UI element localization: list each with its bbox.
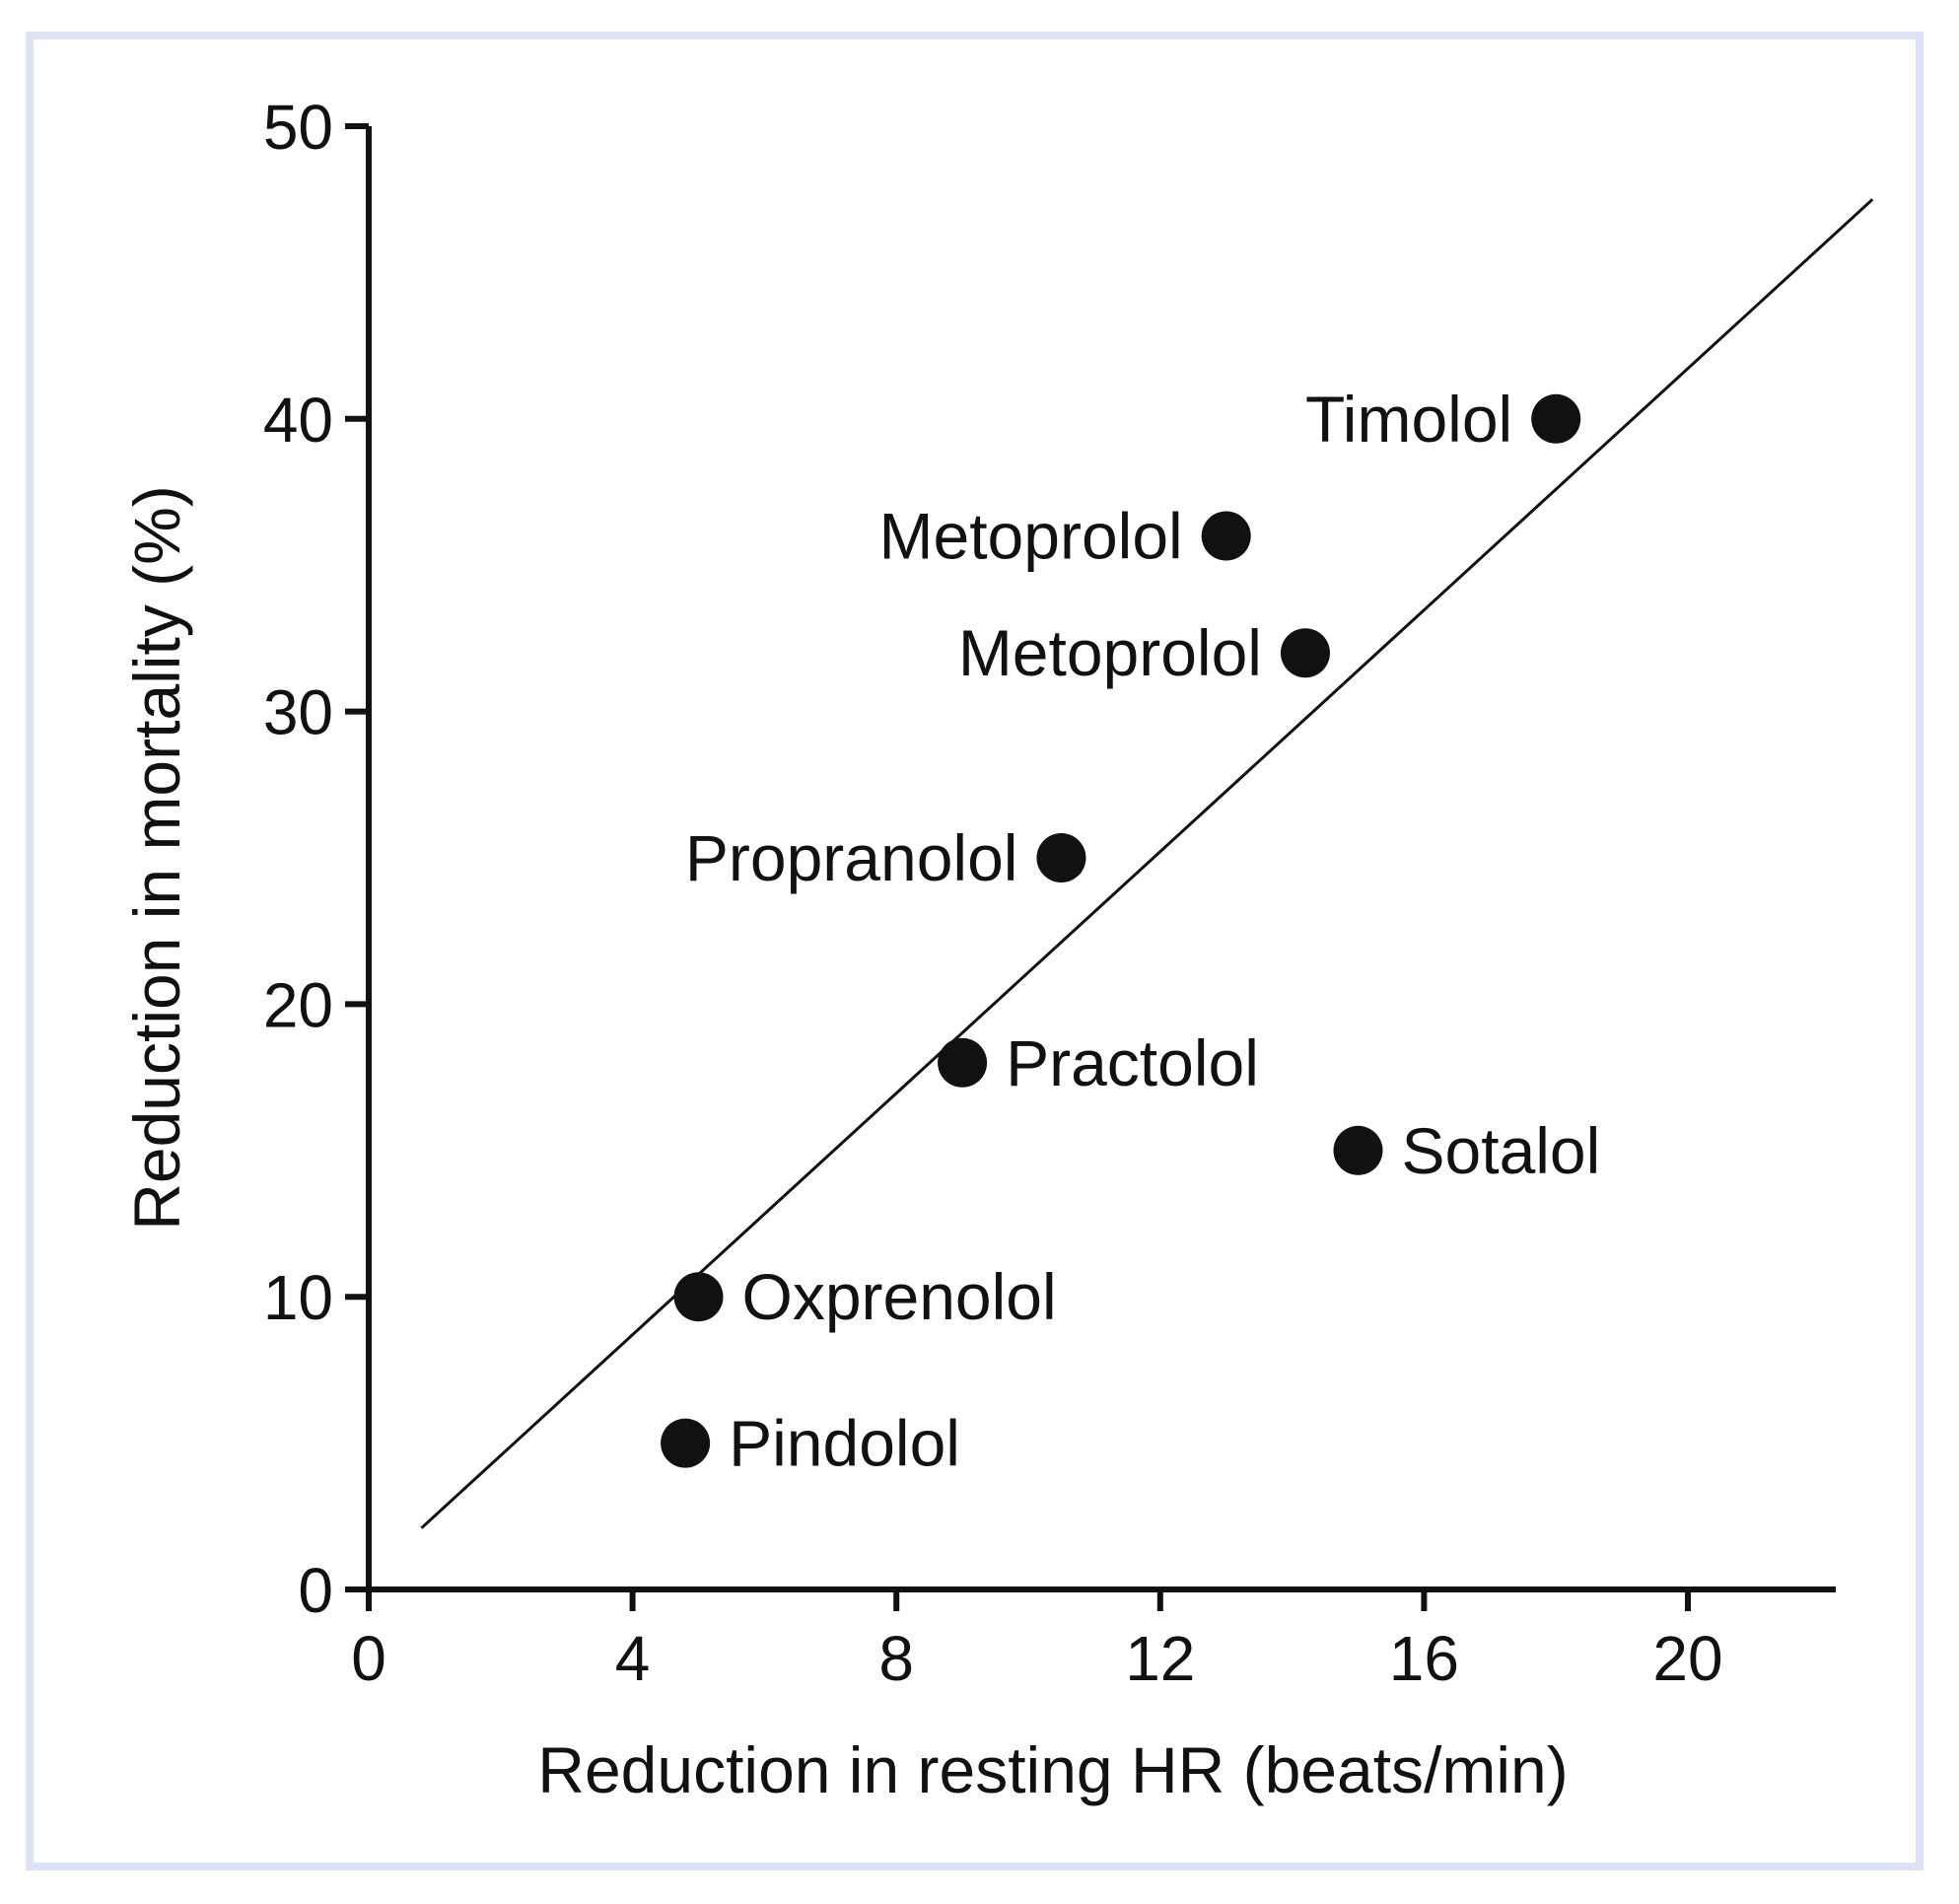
x-ticks: 0 4 8 12 16 20 [351,1589,1723,1694]
point-label: Sotalol [1402,1114,1601,1187]
y-tick-label: 0 [298,1555,333,1626]
point-label: Oxprenolol [742,1260,1057,1333]
data-points: Timolol Metoprolol Metoprolol Propranolol Pr… [661,383,1600,1480]
point-label: Practolol [1006,1026,1259,1099]
y-ticks: 0 10 20 30 40 50 [263,92,369,1626]
figure-frame [26,32,1924,1870]
x-tick-label: 16 [1389,1623,1459,1694]
data-point [1531,393,1581,444]
y-tick-label: 40 [263,385,333,456]
x-axis-label: Reduction in resting HR (beats/min) [537,1733,1568,1806]
point-label: Propranolol [685,821,1018,894]
data-point [1201,511,1251,561]
axes [366,126,1836,1592]
y-axis-label: Reduction in mortality (%) [120,485,193,1231]
y-tick-label: 20 [263,969,333,1040]
y-tick-label: 10 [263,1262,333,1333]
point-label: Metoprolol [879,500,1183,573]
data-point [1333,1125,1383,1175]
x-tick-label: 8 [878,1623,914,1694]
point-label: Timolol [1305,383,1512,456]
data-point [673,1272,724,1322]
point-label: Metoprolol [958,616,1262,689]
y-tick-label: 50 [263,92,333,163]
point-label: Pindolol [729,1407,960,1480]
y-tick-label: 30 [263,677,333,748]
x-tick-label: 12 [1125,1623,1195,1694]
x-tick-label: 0 [351,1623,386,1694]
x-tick-label: 4 [615,1623,651,1694]
data-point [1036,833,1086,882]
data-point [938,1037,988,1088]
data-point [1280,628,1330,678]
x-tick-label: 20 [1652,1623,1722,1694]
trend-line [420,198,1874,1529]
data-point [661,1418,711,1468]
